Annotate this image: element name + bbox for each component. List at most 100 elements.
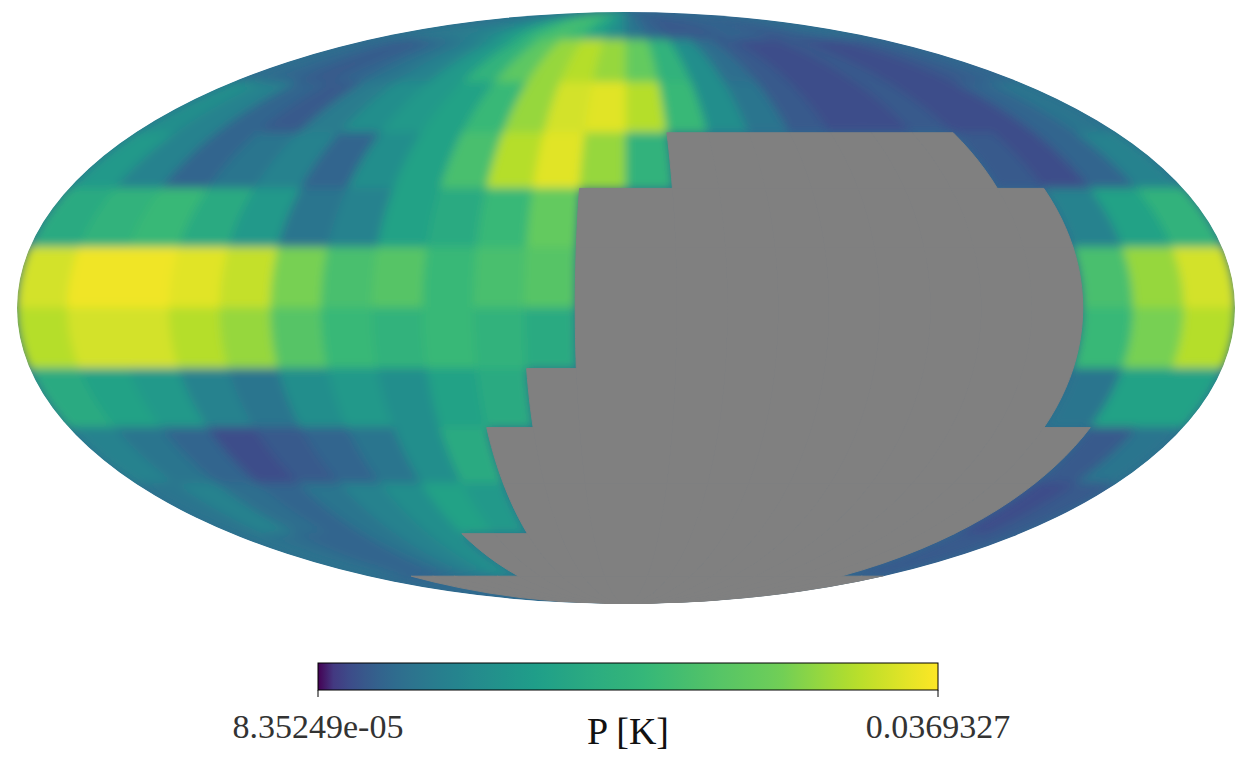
masked-cell [626, 308, 677, 369]
map-cell [585, 82, 626, 132]
map-cell [390, 576, 626, 604]
map-cell [271, 247, 328, 308]
map-cell [1137, 188, 1222, 247]
figure: 8.35249e-05 0.0369327 P [K] [0, 0, 1239, 760]
map-cell [220, 247, 278, 308]
map-cell [626, 12, 884, 40]
map-cell [474, 247, 527, 308]
masked-cell [672, 369, 725, 428]
masked-cell [576, 188, 626, 247]
masked-cell [825, 247, 880, 308]
map-cell [322, 308, 378, 369]
map-cell [593, 40, 626, 83]
map-cell [626, 133, 672, 189]
map-background [17, 12, 1235, 604]
masked-cell [994, 428, 1090, 484]
map-cell [368, 576, 626, 604]
masked-cell [476, 576, 626, 604]
masked-cell [819, 534, 954, 577]
map-cell [533, 133, 585, 189]
map-cell [519, 12, 626, 40]
masked-cell [775, 308, 829, 369]
map-cell [540, 12, 626, 40]
map-cell [271, 308, 328, 369]
map-cell [454, 12, 626, 40]
map-cell [474, 308, 527, 369]
map-cell [497, 12, 626, 40]
masked-cell [527, 369, 580, 428]
masked-cell [626, 576, 884, 604]
masked-cell [825, 308, 880, 369]
masked-cell [626, 369, 676, 428]
map-cell [368, 12, 626, 40]
masked-cell [580, 428, 626, 484]
masked-cell [605, 576, 626, 604]
masked-cell [775, 247, 829, 308]
masked-cells [411, 133, 1090, 604]
masked-cell [725, 247, 778, 308]
map-cell [169, 308, 228, 369]
map-cell [372, 247, 427, 308]
masked-cell [719, 188, 775, 247]
map-cell [1137, 369, 1222, 428]
masked-cell [912, 133, 997, 189]
masked-cell [997, 369, 1073, 428]
map-cell [220, 308, 278, 369]
masked-cell [626, 428, 672, 484]
map-cell [525, 308, 577, 369]
colorbar [318, 663, 938, 690]
masked-cell [924, 308, 981, 369]
map-cell [527, 188, 580, 247]
masked-cell [1023, 308, 1082, 369]
colorbar-tick-label: 0.0369327 [866, 708, 1011, 745]
masked-cell [533, 428, 585, 484]
map-cell [525, 247, 577, 308]
masked-cell [922, 483, 1035, 533]
masked-cell [575, 308, 626, 369]
masked-cell [719, 369, 775, 428]
masked-cell [575, 247, 626, 308]
map-cell [433, 12, 626, 40]
masked-cell [585, 483, 626, 533]
colorbar-label: P [K] [587, 710, 669, 752]
masked-cell [411, 576, 626, 604]
masked-cell [672, 188, 725, 247]
colorbar-tick [318, 690, 319, 697]
masked-cell [519, 576, 626, 604]
masked-cell [583, 576, 626, 604]
masked-cell [454, 576, 626, 604]
map-cell [411, 12, 626, 40]
masked-cell [626, 576, 862, 604]
map-cell [477, 369, 533, 428]
masked-cell [676, 308, 728, 369]
sky-map [17, 12, 1235, 604]
map-cell [583, 12, 626, 40]
masked-cell [874, 308, 930, 369]
map-cell [626, 12, 862, 40]
map-cell [476, 12, 626, 40]
map-cell [605, 12, 626, 40]
map-cell [1172, 247, 1235, 308]
map-cell [1076, 428, 1183, 484]
map-cell [423, 308, 477, 369]
map-cell [1076, 133, 1183, 189]
map-cell [477, 188, 533, 247]
masked-cell [626, 247, 677, 308]
masked-cell [974, 308, 1032, 369]
masked-cell [540, 576, 626, 604]
masked-cell [924, 247, 981, 308]
masked-cell [997, 188, 1073, 247]
masked-cell [725, 308, 778, 369]
masked-cell [1023, 247, 1082, 308]
map-cell [372, 308, 427, 369]
masked-cell [497, 576, 626, 604]
map-cell [423, 247, 477, 308]
map-cell [841, 40, 988, 83]
map-cell [580, 133, 626, 189]
masked-cell [626, 188, 676, 247]
map-cell [987, 82, 1117, 132]
masked-cell [974, 247, 1032, 308]
map-cell [862, 40, 1020, 83]
map-cell [1123, 308, 1185, 369]
colorbar-tick-label: 8.35249e-05 [233, 708, 404, 745]
